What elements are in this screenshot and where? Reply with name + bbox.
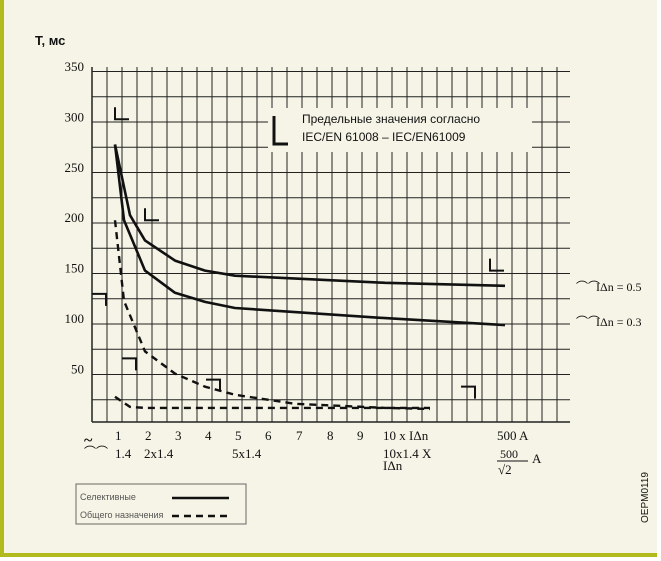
y-tick-label: 200 — [65, 210, 85, 225]
annotation-box — [268, 108, 532, 152]
x-pulsating-label: 2x1.4 — [144, 446, 174, 461]
curve-label-1: IΔn = 0.5 — [596, 280, 641, 294]
figure-code: OEPM0119 — [640, 472, 651, 523]
curve-4 — [114, 395, 430, 410]
x-tick-label: 4 — [205, 428, 212, 443]
x-tick-label: 10 x IΔn — [383, 428, 429, 443]
dc-fraction-den: √2 — [498, 462, 512, 477]
x-pulsating-label: 5x1.4 — [232, 446, 262, 461]
limit-marker — [144, 208, 159, 222]
limit-marker — [114, 107, 129, 121]
curve-label-symbol: ⌒⌒ — [576, 280, 600, 294]
annotation-line-2: IEC/EN 61008 – IEC/EN61009 — [302, 130, 466, 144]
legend-label: Селективные — [80, 492, 136, 502]
curve-1 — [113, 144, 506, 288]
pulsating-symbol: ⌒⌒ — [84, 445, 108, 459]
limit-marker — [206, 378, 221, 392]
curve-2 — [113, 144, 506, 327]
x-pulsating-label: 10x1.4 X — [383, 446, 432, 461]
x-tick-label: 2 — [145, 428, 152, 443]
limit-marker — [122, 357, 137, 371]
x-tick-label: 7 — [296, 428, 303, 443]
y-tick-label: 150 — [65, 261, 85, 276]
curve-label-2: IΔn = 0.3 — [596, 315, 641, 329]
y-axis-title: T, мс — [35, 33, 65, 48]
dc-fraction-num: 500 — [500, 447, 518, 461]
dc-fraction-unit: A — [532, 451, 542, 466]
ac-symbol: ~ — [84, 432, 93, 449]
legend-label: Общего назначения — [80, 510, 164, 520]
dc-label: 500 A — [497, 428, 529, 443]
limit-marker — [489, 258, 504, 272]
x-tick-label: 5 — [235, 428, 242, 443]
x-tick-label: 1 — [115, 428, 122, 443]
curve-label-symbol: ⌒⌒ — [576, 315, 600, 329]
legend-box — [75, 483, 247, 525]
x-pulsating-label: 1.4 — [115, 446, 132, 461]
x-tick-label: 8 — [327, 428, 334, 443]
x-tick-label: 9 — [357, 428, 364, 443]
y-tick-label: 250 — [65, 160, 85, 175]
y-tick-label: 100 — [65, 311, 85, 326]
y-tick-label: 300 — [65, 109, 85, 124]
limit-marker — [461, 385, 476, 399]
annotation-line-1: Предельные значения согласно — [302, 112, 480, 126]
y-tick-label: 50 — [71, 362, 84, 377]
annotation-limit-symbol — [272, 116, 288, 146]
x-tick-label: 6 — [265, 428, 272, 443]
x-tick-label: 3 — [175, 428, 182, 443]
x-pulsating-label: IΔn — [383, 458, 403, 473]
limit-marker — [92, 292, 107, 306]
y-tick-label: 350 — [65, 59, 85, 74]
curve-3 — [113, 220, 431, 411]
